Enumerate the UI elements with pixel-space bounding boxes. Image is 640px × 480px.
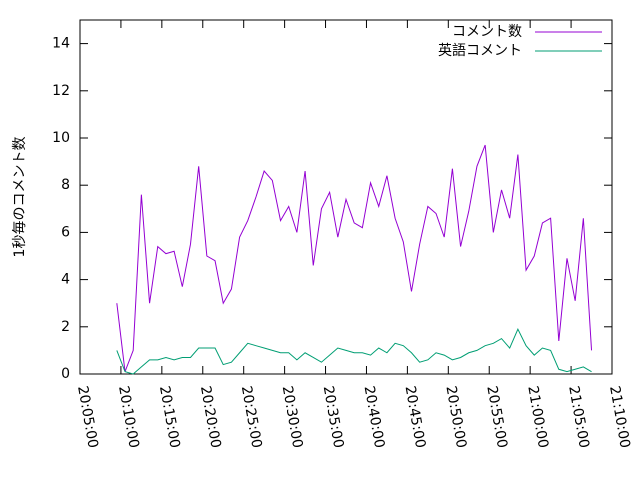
x-tick-label: 20:30:00 <box>279 385 306 450</box>
y-tick-label: 14 <box>52 36 70 52</box>
x-tick-label: 20:55:00 <box>483 385 510 450</box>
x-tick-label: 20:25:00 <box>238 385 265 450</box>
y-axis-label: 1秒毎のコメント数 <box>12 137 28 258</box>
y-tick-label: 4 <box>61 272 70 288</box>
x-tick-label: 20:10:00 <box>115 385 142 450</box>
legend-label: 英語コメント <box>438 42 522 59</box>
x-tick-label: 20:45:00 <box>402 385 429 450</box>
x-tick-label: 20:40:00 <box>361 385 388 450</box>
y-tick-label: 12 <box>52 83 70 99</box>
y-tick-label: 10 <box>52 130 70 146</box>
y-tick-label: 2 <box>61 319 70 335</box>
y-tick-label: 8 <box>61 177 70 193</box>
x-tick-label: 20:15:00 <box>156 385 183 450</box>
x-tick-label: 20:35:00 <box>320 385 347 450</box>
x-tick-label: 20:05:00 <box>74 385 101 450</box>
x-tick-label: 21:10:00 <box>606 385 633 450</box>
x-tick-label: 21:00:00 <box>524 385 551 450</box>
x-tick-label: 20:50:00 <box>442 385 469 450</box>
data-line <box>116 327 592 375</box>
legend-label: コメント数 <box>452 24 522 40</box>
y-tick-label: 6 <box>61 224 70 240</box>
plot-border <box>79 19 613 375</box>
x-tick-label: 21:05:00 <box>565 385 592 450</box>
x-tick-label: 20:20:00 <box>197 385 224 450</box>
data-line <box>116 144 593 372</box>
y-tick-label: 0 <box>61 366 70 382</box>
